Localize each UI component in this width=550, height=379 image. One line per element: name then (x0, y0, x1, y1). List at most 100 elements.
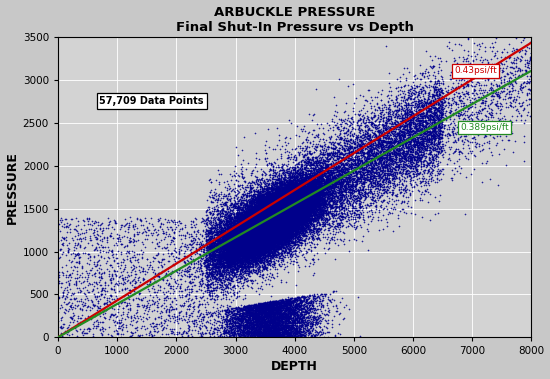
Point (329, 211, 338, 218)
Point (216, 264, 225, 270)
Point (255, 214, 264, 220)
Point (386, 84, 395, 90)
Point (266, 227, 274, 233)
Point (383, 149, 392, 155)
Point (257, 192, 266, 198)
Point (414, 147, 422, 153)
Point (260, 317, 268, 323)
Point (268, 199, 277, 205)
Point (299, 215, 307, 221)
Point (267, 208, 276, 214)
Point (300, 217, 309, 223)
Point (270, 199, 279, 205)
Point (271, 229, 280, 235)
Point (248, 218, 256, 224)
Point (262, 222, 271, 228)
Point (332, 198, 341, 204)
Point (261, 249, 270, 255)
Point (261, 238, 270, 244)
Point (244, 214, 252, 220)
Point (389, 149, 398, 155)
Point (258, 202, 267, 208)
Point (278, 199, 287, 205)
Point (429, 117, 438, 123)
Point (253, 231, 262, 237)
Point (289, 198, 298, 204)
Point (291, 200, 300, 207)
Point (317, 183, 326, 190)
Point (249, 233, 257, 240)
Point (421, 66, 430, 72)
Point (255, 227, 264, 233)
Point (363, 156, 372, 162)
Point (214, 318, 223, 324)
Point (408, 155, 417, 161)
Point (290, 211, 299, 218)
Point (271, 207, 280, 213)
Point (271, 214, 279, 220)
Point (281, 197, 290, 203)
Point (212, 235, 221, 241)
Point (263, 231, 272, 237)
Point (320, 170, 329, 176)
Point (366, 188, 375, 194)
Point (232, 169, 241, 175)
Point (275, 244, 284, 250)
Point (300, 180, 309, 186)
Point (274, 235, 283, 241)
Point (310, 208, 319, 215)
Point (280, 208, 289, 215)
Point (262, 309, 271, 315)
Point (251, 216, 260, 222)
Point (249, 232, 257, 238)
Point (260, 321, 268, 327)
Point (272, 233, 281, 239)
Point (432, 88, 441, 94)
Point (293, 313, 302, 319)
Point (266, 207, 275, 213)
Point (224, 255, 233, 261)
Point (217, 284, 226, 290)
Point (271, 238, 279, 244)
Point (287, 222, 296, 228)
Point (266, 303, 274, 309)
Point (256, 306, 265, 312)
Point (315, 192, 323, 198)
Point (258, 200, 267, 206)
Point (291, 205, 300, 211)
Point (238, 313, 247, 319)
Point (269, 237, 278, 243)
Point (231, 243, 240, 249)
Point (313, 303, 322, 309)
Point (266, 240, 275, 246)
Point (311, 201, 320, 207)
Point (241, 257, 250, 263)
Point (220, 329, 229, 335)
Point (247, 217, 256, 223)
Point (299, 203, 307, 209)
Point (278, 300, 287, 306)
Point (289, 217, 298, 223)
Point (307, 185, 316, 191)
Point (296, 207, 305, 213)
Point (290, 233, 299, 240)
Point (232, 236, 240, 243)
Point (315, 178, 323, 184)
Point (417, 113, 426, 119)
Point (279, 231, 288, 237)
Point (311, 191, 320, 197)
Point (316, 207, 325, 213)
Point (265, 311, 274, 317)
Point (283, 206, 292, 212)
Point (262, 226, 271, 232)
Point (224, 243, 233, 249)
Point (413, 139, 422, 146)
Point (239, 255, 248, 261)
Point (304, 178, 312, 184)
Point (288, 203, 297, 209)
Point (265, 326, 274, 332)
Point (428, 170, 437, 176)
Point (306, 209, 315, 215)
Point (275, 203, 284, 209)
Point (291, 204, 300, 210)
